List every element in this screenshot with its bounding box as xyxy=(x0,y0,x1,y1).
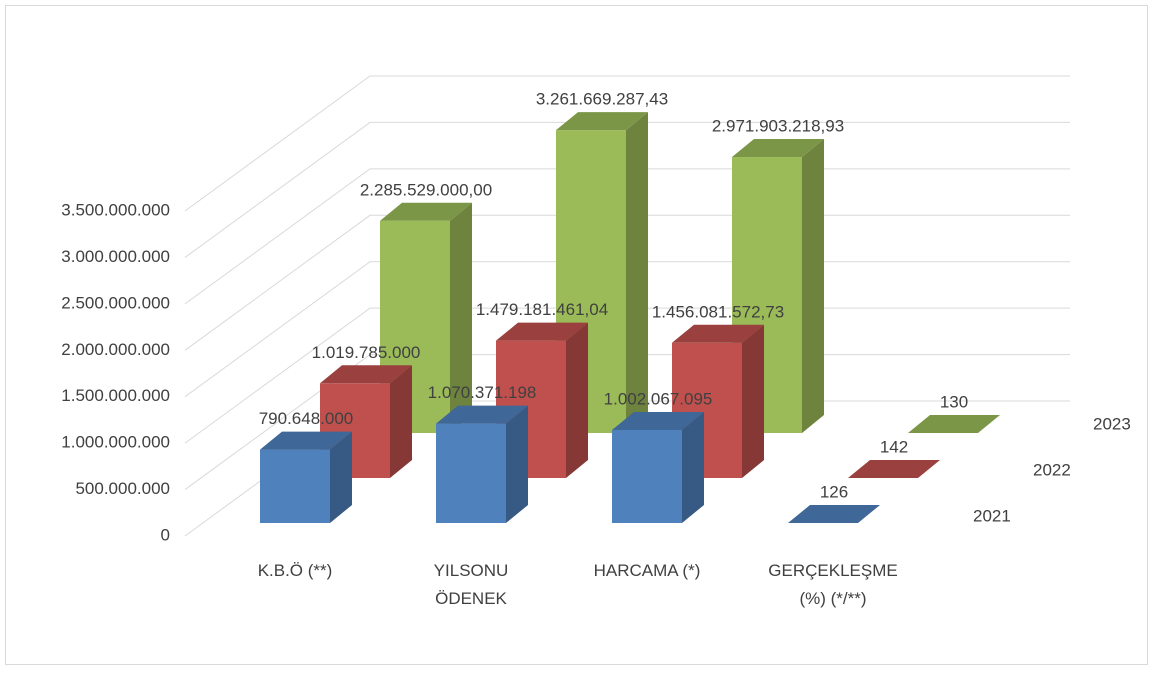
bar-side xyxy=(742,324,764,478)
bar-side xyxy=(450,202,472,433)
bar-top xyxy=(848,460,940,478)
bar-top xyxy=(496,322,588,341)
bar-top xyxy=(380,202,472,221)
grid-line xyxy=(184,307,1070,444)
grid-line xyxy=(184,121,1070,258)
bar xyxy=(556,112,648,433)
y-tick-label: 2.000.000.000 xyxy=(61,340,170,359)
grid-line xyxy=(184,261,1070,398)
y-tick-label: 0 xyxy=(161,525,170,544)
bar xyxy=(612,411,704,523)
legend-label: 2021 xyxy=(973,506,1011,525)
bar-side xyxy=(390,365,412,478)
bar xyxy=(908,415,1000,433)
bar-side xyxy=(506,405,528,523)
bar-side xyxy=(802,139,824,434)
bar-top xyxy=(672,324,764,343)
grid-line xyxy=(184,214,1070,351)
bar-top xyxy=(320,365,412,384)
x-tick-label: HARCAMA (*) xyxy=(594,561,701,580)
bar xyxy=(260,431,352,523)
data-label: 1.456.081.572,73 xyxy=(652,302,784,321)
data-label: 1.019.785.000 xyxy=(312,343,421,362)
bar-top xyxy=(612,411,704,430)
data-label: 3.261.669.287,43 xyxy=(536,90,668,109)
bar-front xyxy=(612,429,682,523)
data-label: 130 xyxy=(940,392,968,411)
bar-side xyxy=(330,431,352,523)
bar xyxy=(436,405,528,523)
bar xyxy=(732,139,824,434)
bar-side xyxy=(626,112,648,433)
data-label: 1.002.067.095 xyxy=(604,389,713,408)
data-label: 2.971.903.218,93 xyxy=(712,117,844,136)
x-tick-label: K.B.Ö (**) xyxy=(258,561,333,580)
bar xyxy=(848,460,940,478)
y-tick-label: 1.500.000.000 xyxy=(61,386,170,405)
data-label: 1.070.371.198 xyxy=(428,383,537,402)
y-tick-label: 2.500.000.000 xyxy=(61,293,170,312)
bar xyxy=(788,505,880,523)
legend-label: 2023 xyxy=(1093,414,1131,433)
bar-side xyxy=(682,411,704,523)
bar xyxy=(320,365,412,478)
x-tick-label: GERÇEKLEŞME (%) (*/**) xyxy=(768,561,897,608)
legend-label: 2022 xyxy=(1033,460,1071,479)
bar-top xyxy=(732,139,824,158)
data-label: 2.285.529.000,00 xyxy=(360,180,492,199)
y-tick-label: 3.500.000.000 xyxy=(61,200,170,219)
y-tick-label: 3.000.000.000 xyxy=(61,247,170,266)
bar-top xyxy=(556,112,648,131)
grid-line xyxy=(184,75,1070,212)
bar-side xyxy=(566,322,588,478)
grid-line xyxy=(184,168,1070,305)
x-tick-label: YILSONU ÖDENEK xyxy=(434,561,509,608)
data-label: 126 xyxy=(820,482,848,501)
data-label: 1.479.181.461,04 xyxy=(476,300,608,319)
bar-top xyxy=(260,431,352,450)
y-tick-label: 1.000.000.000 xyxy=(61,433,170,452)
data-label: 790.648.000 xyxy=(259,409,354,428)
data-label: 142 xyxy=(880,437,908,456)
bar-top xyxy=(436,405,528,424)
bar-front xyxy=(260,449,330,523)
bar-top xyxy=(788,505,880,523)
bar-front xyxy=(436,423,506,523)
grid-line xyxy=(184,354,1070,490)
bar-top xyxy=(908,415,1000,433)
y-tick-label: 500.000.000 xyxy=(75,479,170,498)
